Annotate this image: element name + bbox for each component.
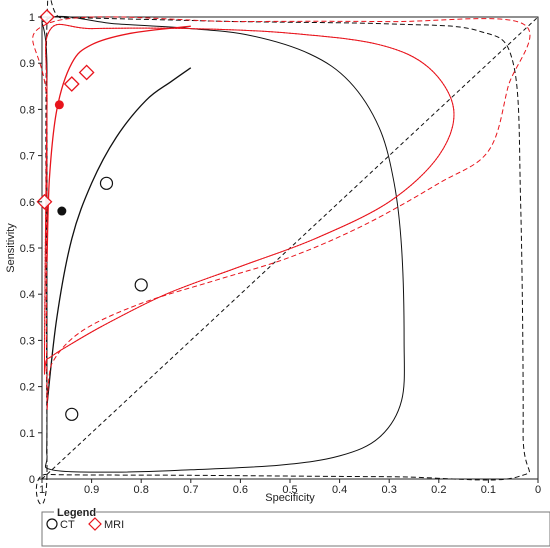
x-tick-label: 0	[535, 484, 541, 496]
x-tick-label: 0.3	[382, 484, 397, 496]
legend-mri-marker	[88, 517, 102, 531]
legend: Legend CT MRI	[41, 506, 550, 547]
y-tick-label: 0	[29, 474, 35, 486]
x-tick-label: 0.9	[84, 484, 99, 496]
x-tick-label: 0.1	[481, 484, 496, 496]
x-tick-label: 0.2	[431, 484, 446, 496]
chance-line	[41, 16, 539, 480]
x-tick-label: 0.4	[332, 484, 347, 496]
points-layer	[36, 9, 148, 421]
x-tick-label: 1	[39, 484, 45, 496]
y-tick-label: 0.8	[20, 104, 35, 116]
legend-mri-label: MRI	[104, 519, 124, 531]
y-tick-label: 0.6	[20, 197, 35, 209]
mri-confidence-region-outline	[43, 23, 455, 375]
legend-title: Legend	[57, 507, 96, 519]
ct-study-point	[65, 407, 79, 421]
x-tick-label: 0.7	[183, 484, 198, 496]
mri-study-point	[36, 193, 53, 210]
legend-ct-label: CT	[60, 519, 75, 531]
mri-study-point	[63, 76, 80, 92]
x-tick-label: 0.5	[282, 484, 297, 496]
chance-layer	[41, 16, 539, 480]
ticks-layer: 1 0.9 0.8 0.7 0.6 0.5 0.4 0.3 0.2 0.1 0 0 0.1 0.2 0.3 0…	[20, 12, 541, 496]
mri-study-point	[39, 9, 55, 25]
ct-prediction-region	[35, 0, 530, 505]
y-tick-label: 0.5	[20, 243, 35, 255]
y-tick-label: 0.4	[20, 289, 35, 301]
x-tick-label: 0.6	[233, 484, 248, 496]
ct-confidence-region	[41, 15, 405, 473]
legend-box	[41, 511, 550, 547]
ct-study-point	[99, 176, 114, 190]
x-axis-label: Specificity	[265, 492, 315, 504]
y-tick-label: 0.9	[20, 58, 35, 70]
ct-sroc-curve	[46, 67, 192, 406]
legend-ct-marker	[46, 518, 58, 530]
mri-summary-point	[54, 100, 64, 110]
ct-summary-point	[57, 206, 67, 216]
curves-layer	[32, 0, 531, 505]
y-tick-label: 0.1	[20, 428, 35, 440]
mri-prediction-region	[32, 16, 531, 411]
legend-title-bg	[54, 506, 96, 518]
y-tick-label: 0.3	[20, 335, 35, 347]
x-tick-label: 0.8	[134, 484, 149, 496]
mri-sroc-curve	[46, 25, 191, 262]
mri-study-point	[78, 64, 95, 81]
y-tick-label: 0.2	[20, 382, 35, 394]
y-tick-label: 0.7	[20, 151, 35, 163]
y-axis-label: Sensitivity	[5, 223, 17, 273]
y-tick-label: 1	[29, 12, 35, 24]
ct-study-point	[134, 278, 148, 292]
